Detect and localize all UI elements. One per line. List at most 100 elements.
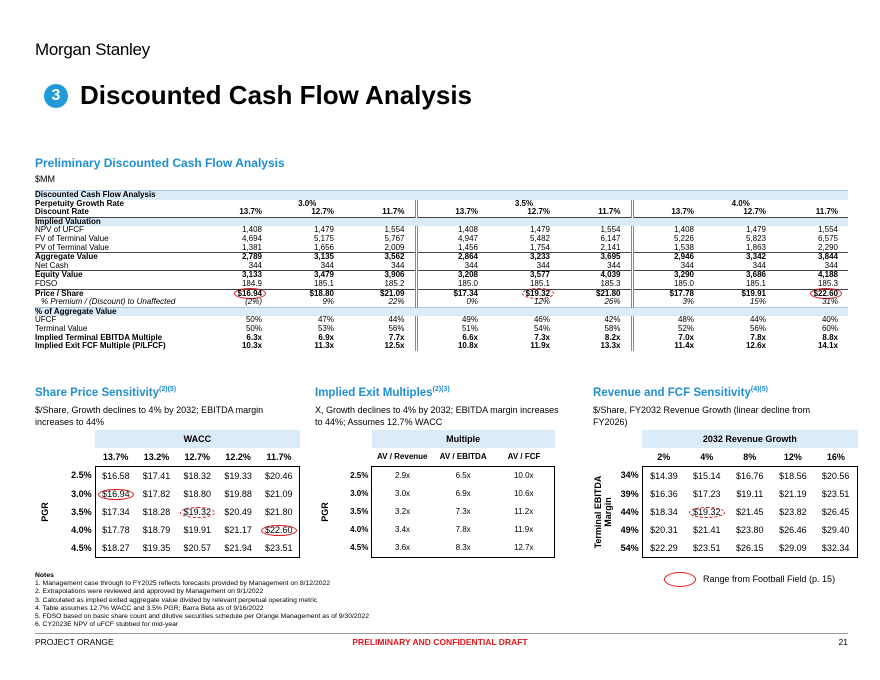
row: Aggregate Value 2,789 3,135 3,562 2,864 3,233…	[35, 252, 848, 262]
cell: $19.91	[183, 524, 212, 535]
cell: $17.78	[630, 289, 704, 299]
cell: 344	[272, 261, 344, 272]
cell: 1,479	[745, 225, 766, 235]
spacer	[35, 448, 95, 466]
cell: $18.28	[142, 506, 171, 517]
row: FV of Terminal Value 4,694 5,175 5,767 4,947…	[35, 233, 848, 244]
row: 3.5% 3.2x 7.3x 11.2x	[315, 502, 555, 521]
row: Implied Terminal EBITDA Multiple 6.3x 6.9x…	[35, 332, 848, 343]
cell: 8.8x	[822, 332, 838, 342]
growth-rate: 3.5%	[414, 199, 632, 209]
row-header: PGR	[35, 466, 54, 557]
column-label: 4%	[685, 448, 729, 467]
cell: 3,695	[600, 252, 621, 262]
row-label: 2.5%	[71, 470, 92, 481]
row: 44% $18.34 $19.32 $21.45 $23.82 $26.45	[593, 502, 859, 521]
row-label: 2.5%	[350, 470, 369, 480]
cell: $29.09	[771, 538, 815, 558]
cell: $22.60	[258, 520, 300, 539]
cell: $20.31	[641, 520, 686, 539]
cell: 3,686	[745, 270, 766, 280]
cell: $21.09	[258, 484, 300, 503]
cell: 40%	[821, 315, 838, 325]
panel-title-text: Revenue and FCF Sensitivity	[593, 386, 751, 399]
row-label: 4.0%	[350, 525, 369, 534]
row: Multiple	[315, 430, 555, 448]
row-header-text: PGR	[39, 501, 50, 522]
cell: 10.8x	[414, 341, 488, 351]
panel-title-note: (2)(3)	[432, 386, 450, 393]
sensitivity-table: Multiple AV / Revenue AV / EBITDA AV / FCF P…	[315, 430, 555, 558]
row: UFCF 50% 47% 44% 49% 46% 42% 48% 44% 40%	[35, 316, 848, 325]
cell: 7.7x	[388, 332, 405, 342]
panel-subtitle: X, Growth declines to 4% by 2032; EBITDA…	[315, 405, 559, 427]
cell: $18.80	[183, 488, 212, 499]
panel-title: Implied Exit Multiples(2)(3)	[315, 386, 450, 399]
column-header: 2032 Revenue Growth	[642, 430, 858, 448]
cell: $17.82	[142, 488, 171, 499]
highlight-ring: $22.60	[809, 287, 842, 299]
highlight-ring: $19.32	[521, 287, 554, 299]
cell: 3,479	[313, 270, 334, 280]
cell: 6.3x	[246, 332, 262, 342]
cell: 6,147	[600, 233, 621, 243]
row: 4.5% $18.27 $19.35 $20.57 $21.94 $23.51	[35, 538, 300, 558]
cell: 1,554	[817, 225, 838, 235]
row: FDSO 184.9 185.1 185.2 185.0 185.1 185.3 185.0 1…	[35, 279, 848, 290]
cell: 185.2	[344, 279, 416, 290]
note: 3. Calculated as implied exited aggregat…	[35, 596, 318, 604]
cell: $21.45	[736, 506, 764, 517]
cell: $18.32	[176, 465, 218, 485]
cell: $21.94	[217, 538, 259, 558]
cell: 11.9x	[493, 520, 555, 539]
cell: 185.0	[414, 279, 488, 290]
cell: 3,135	[313, 252, 334, 262]
cell: $32.34	[814, 538, 859, 558]
cell: 1,408	[630, 226, 704, 235]
cell: 12%	[533, 297, 550, 307]
cell: 60%	[821, 323, 838, 333]
row-label: 4.5%	[350, 543, 369, 553]
cell: $18.34	[641, 502, 686, 521]
cell: $19.35	[136, 538, 177, 558]
row: 3.0% 3.0x 6.9x 10.6x	[315, 484, 555, 503]
cell: 1,554	[384, 225, 405, 235]
spacer	[593, 448, 642, 466]
cell: 11.2x	[493, 502, 555, 521]
column-label: 11.7%	[258, 448, 300, 467]
cell: $22.60	[776, 287, 848, 299]
cell: $21.19	[779, 488, 807, 499]
cell: 26%	[604, 297, 621, 307]
row: Implied Valuation	[35, 216, 848, 227]
cell: $18.56	[771, 465, 815, 485]
row: Net Cash 344 344 344 344 344 344 344 344 344	[35, 261, 848, 272]
discount-rate: 12.7%	[272, 207, 344, 218]
cell: 5,767	[384, 233, 405, 243]
row: 2032 Revenue Growth	[593, 430, 858, 448]
cell: 7.8x	[455, 525, 471, 534]
cell: $20.46	[258, 465, 300, 485]
row-label: % Premium / (Discount) to Unaffected	[41, 297, 176, 307]
row: Perpetuity Growth Rate 3.0% 3.5% 4.0%	[35, 199, 848, 209]
cell: $20.56	[814, 465, 859, 485]
row: 39% $16.36 $17.23 $19.11 $21.19 $23.51	[593, 484, 859, 503]
spacer	[315, 448, 372, 466]
cell: 50%	[245, 315, 262, 325]
cell: 7.8x	[750, 332, 766, 342]
row-label: Price / Share	[35, 288, 84, 298]
cell: $23.51	[258, 538, 300, 558]
table-title: Preliminary Discounted Cash Flow Analysi…	[35, 156, 285, 170]
cell: $19.11	[736, 488, 764, 499]
cell: $17.41	[136, 465, 177, 485]
cell: $22.29	[641, 538, 686, 558]
cell: 8.2x	[604, 332, 621, 342]
cell: 7.0x	[630, 333, 704, 343]
cell: $23.80	[736, 524, 764, 535]
row: Discounted Cash Flow Analysis	[35, 189, 848, 200]
discount-rate: 12.7%	[488, 207, 560, 218]
section-header: Implied Valuation	[35, 216, 848, 227]
cell: 6.6x	[414, 333, 488, 343]
column-label: AV / Revenue	[371, 448, 433, 467]
cell: 3,290	[630, 270, 704, 280]
